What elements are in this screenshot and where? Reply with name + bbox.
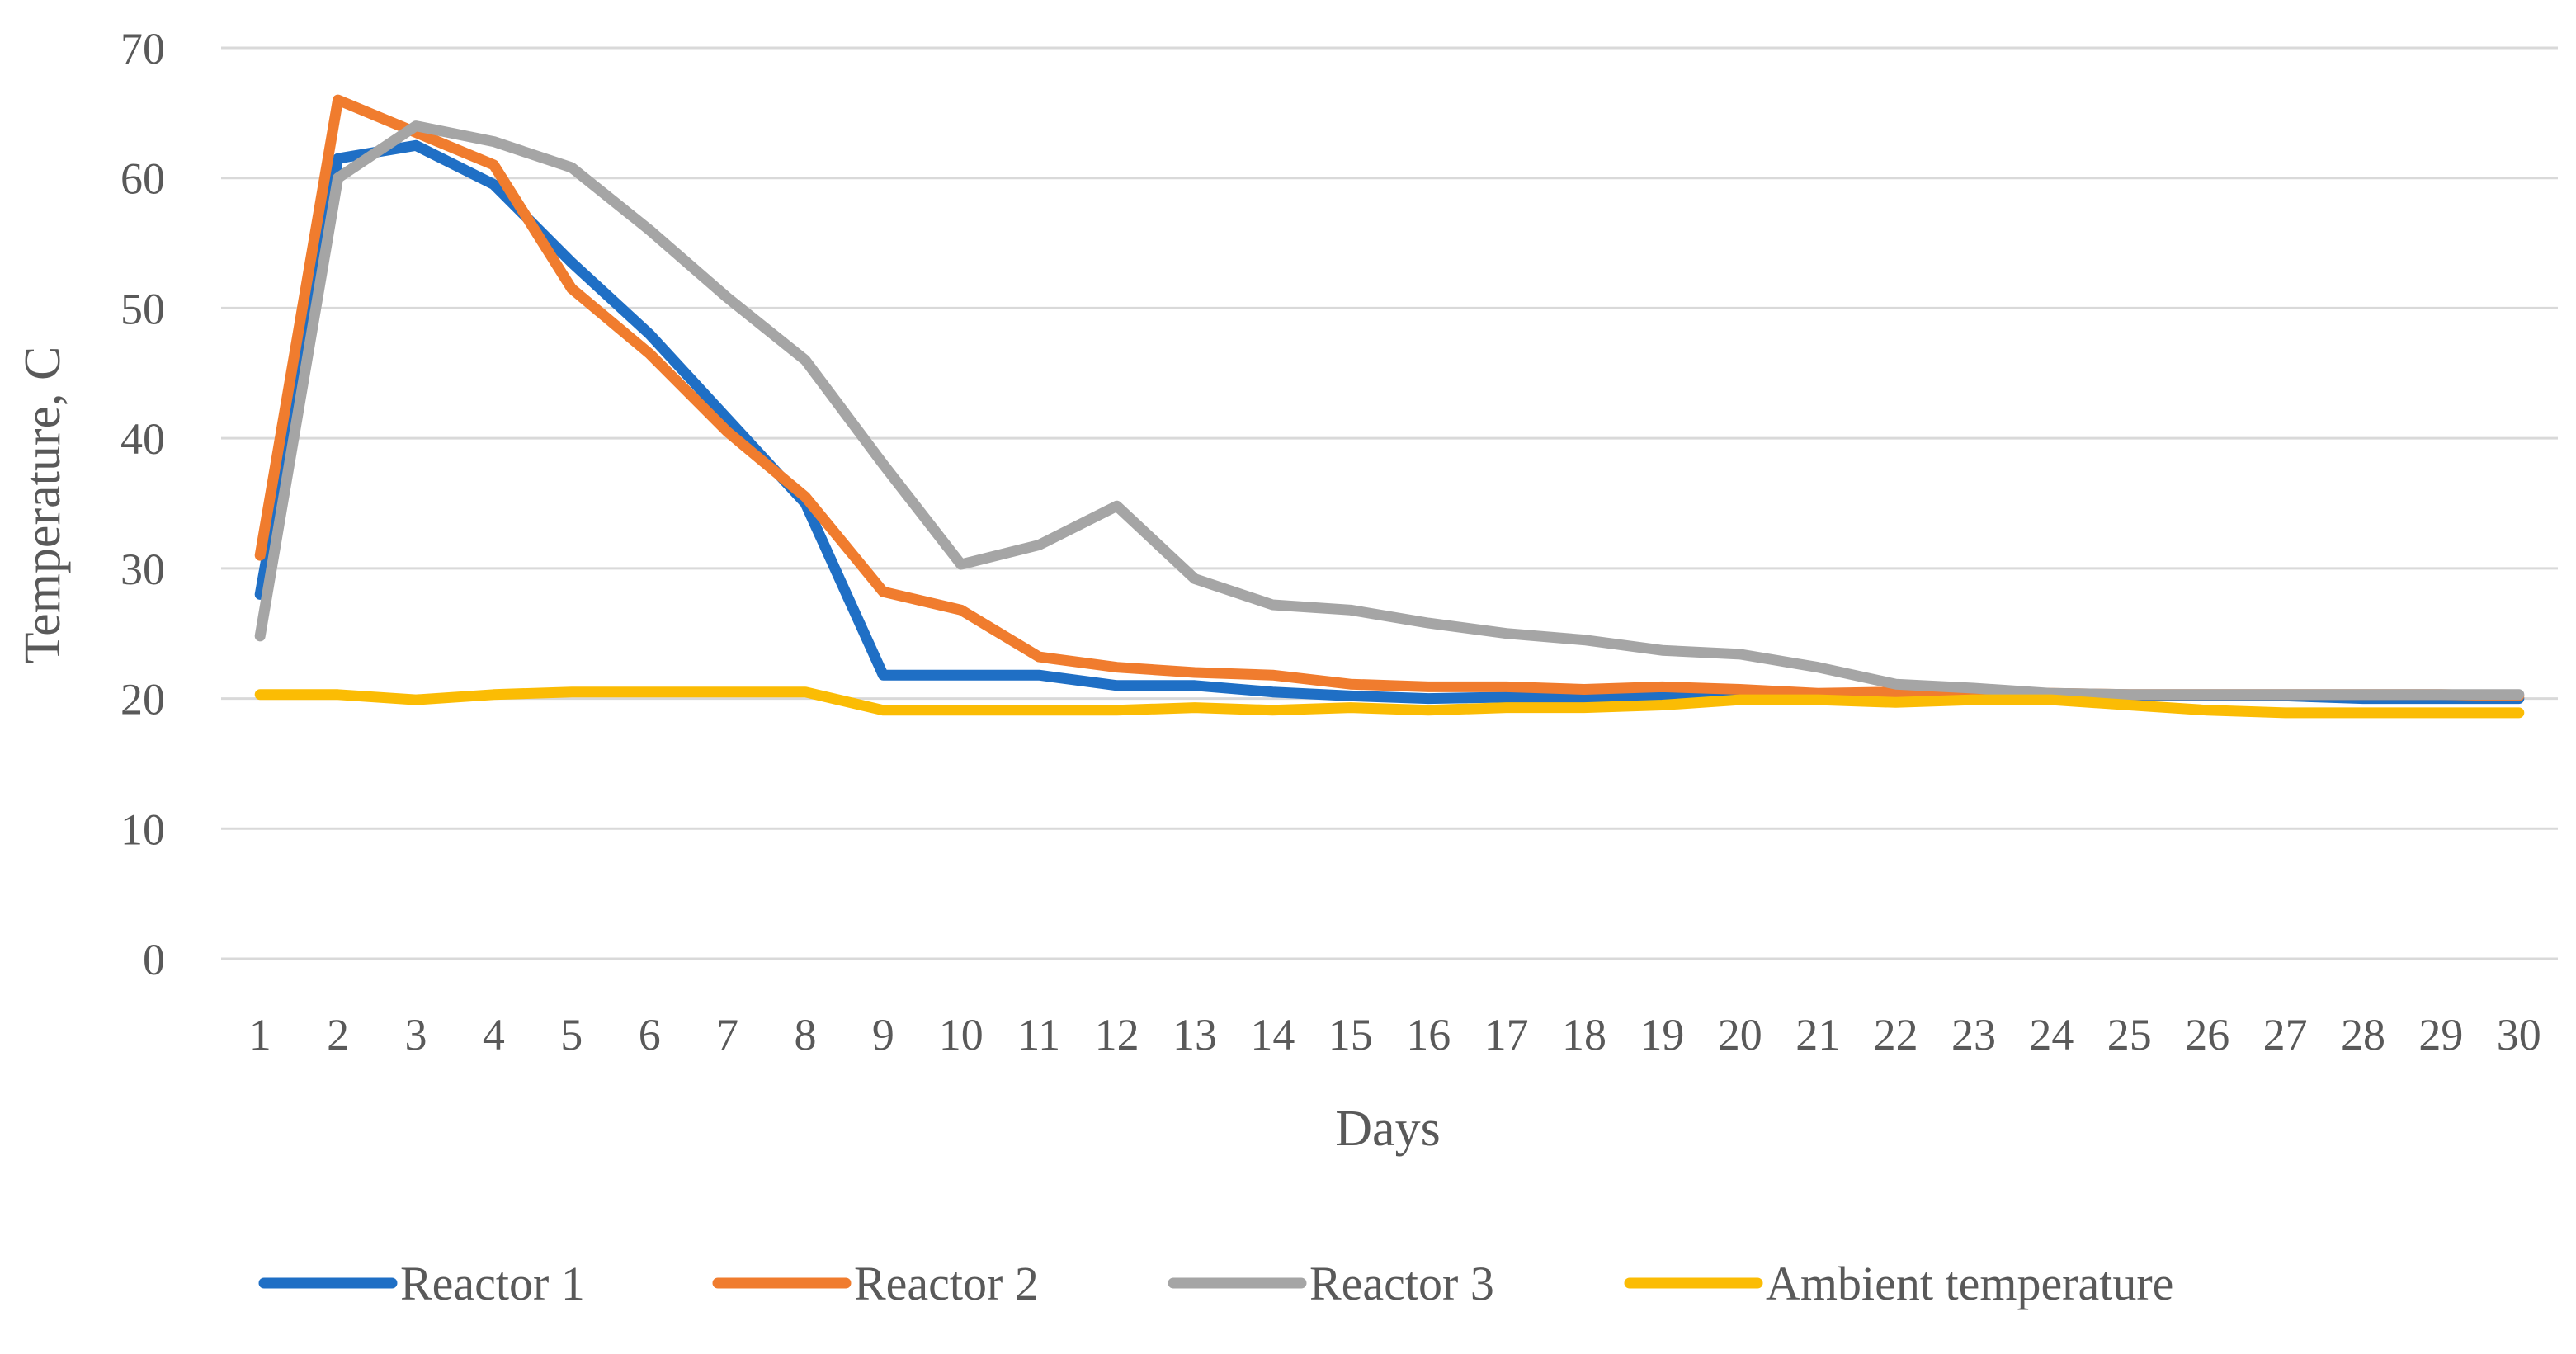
x-tick-label: 25 [2107, 1010, 2152, 1059]
x-tick-label: 5 [560, 1010, 583, 1059]
x-tick-label: 18 [1562, 1010, 1606, 1059]
x-tick-label: 14 [1250, 1010, 1295, 1059]
legend-label: Reactor 3 [1309, 1257, 1494, 1310]
y-axis-title: Temperature, C [15, 347, 71, 664]
x-tick-label: 19 [1639, 1010, 1684, 1059]
series-line-reactor-3 [254, 120, 2525, 701]
series-lines [254, 94, 2525, 719]
x-tick-label: 20 [1718, 1010, 1762, 1059]
x-tick-label: 28 [2341, 1010, 2385, 1059]
x-tick-label: 12 [1095, 1010, 1139, 1059]
y-tick-label: 0 [143, 935, 165, 984]
x-tick-label: 24 [2029, 1010, 2074, 1059]
x-tick-label: 9 [872, 1010, 894, 1059]
y-tick-label: 40 [120, 414, 165, 464]
x-tick-label: 21 [1795, 1010, 1840, 1059]
x-tick-label: 6 [639, 1010, 661, 1059]
x-tick-label: 23 [1951, 1010, 1996, 1059]
x-tick-label: 10 [939, 1010, 984, 1059]
y-tick-label: 30 [120, 545, 165, 594]
x-tick-label: 26 [2185, 1010, 2229, 1059]
x-tick-label: 22 [1874, 1010, 1918, 1059]
x-tick-label: 17 [1484, 1010, 1529, 1059]
y-tick-label: 70 [120, 24, 165, 73]
x-tick-label: 3 [405, 1010, 427, 1059]
x-tick-label: 2 [327, 1010, 349, 1059]
x-tick-label: 29 [2418, 1010, 2463, 1059]
y-tick-label: 20 [120, 675, 165, 724]
series-line-ambient-temperature [254, 686, 2525, 719]
x-tick-label: 8 [795, 1010, 817, 1059]
legend: Reactor 1 Reactor 2 Reactor 3 Ambient tempe… [258, 1257, 2173, 1310]
x-tick-label: 30 [2497, 1010, 2541, 1059]
x-axis-tick-labels: 1 2 3 4 5 6 7 8 9 10 11 12 13 14 15 16 17 18 19 20 21 22 23 24 2… [249, 1010, 2541, 1059]
gridlines [221, 46, 2558, 960]
y-tick-label: 10 [120, 804, 165, 854]
x-tick-label: 15 [1328, 1010, 1373, 1059]
y-tick-label: 60 [120, 154, 165, 204]
x-tick-label: 7 [716, 1010, 738, 1059]
legend-label: Reactor 2 [854, 1257, 1039, 1310]
x-tick-label: 16 [1406, 1010, 1451, 1059]
x-tick-label: 4 [483, 1010, 505, 1059]
x-tick-label: 11 [1017, 1010, 1060, 1059]
x-tick-label: 27 [2263, 1010, 2308, 1059]
x-axis-title: Days [1335, 1101, 1440, 1157]
legend-label: Reactor 1 [400, 1257, 585, 1310]
y-axis-tick-labels: 0 10 20 30 40 50 60 70 [120, 24, 165, 984]
x-tick-label: 1 [249, 1010, 271, 1059]
x-tick-label: 13 [1172, 1010, 1217, 1059]
legend-label: Ambient temperature [1766, 1257, 2173, 1310]
y-tick-label: 50 [120, 284, 165, 333]
